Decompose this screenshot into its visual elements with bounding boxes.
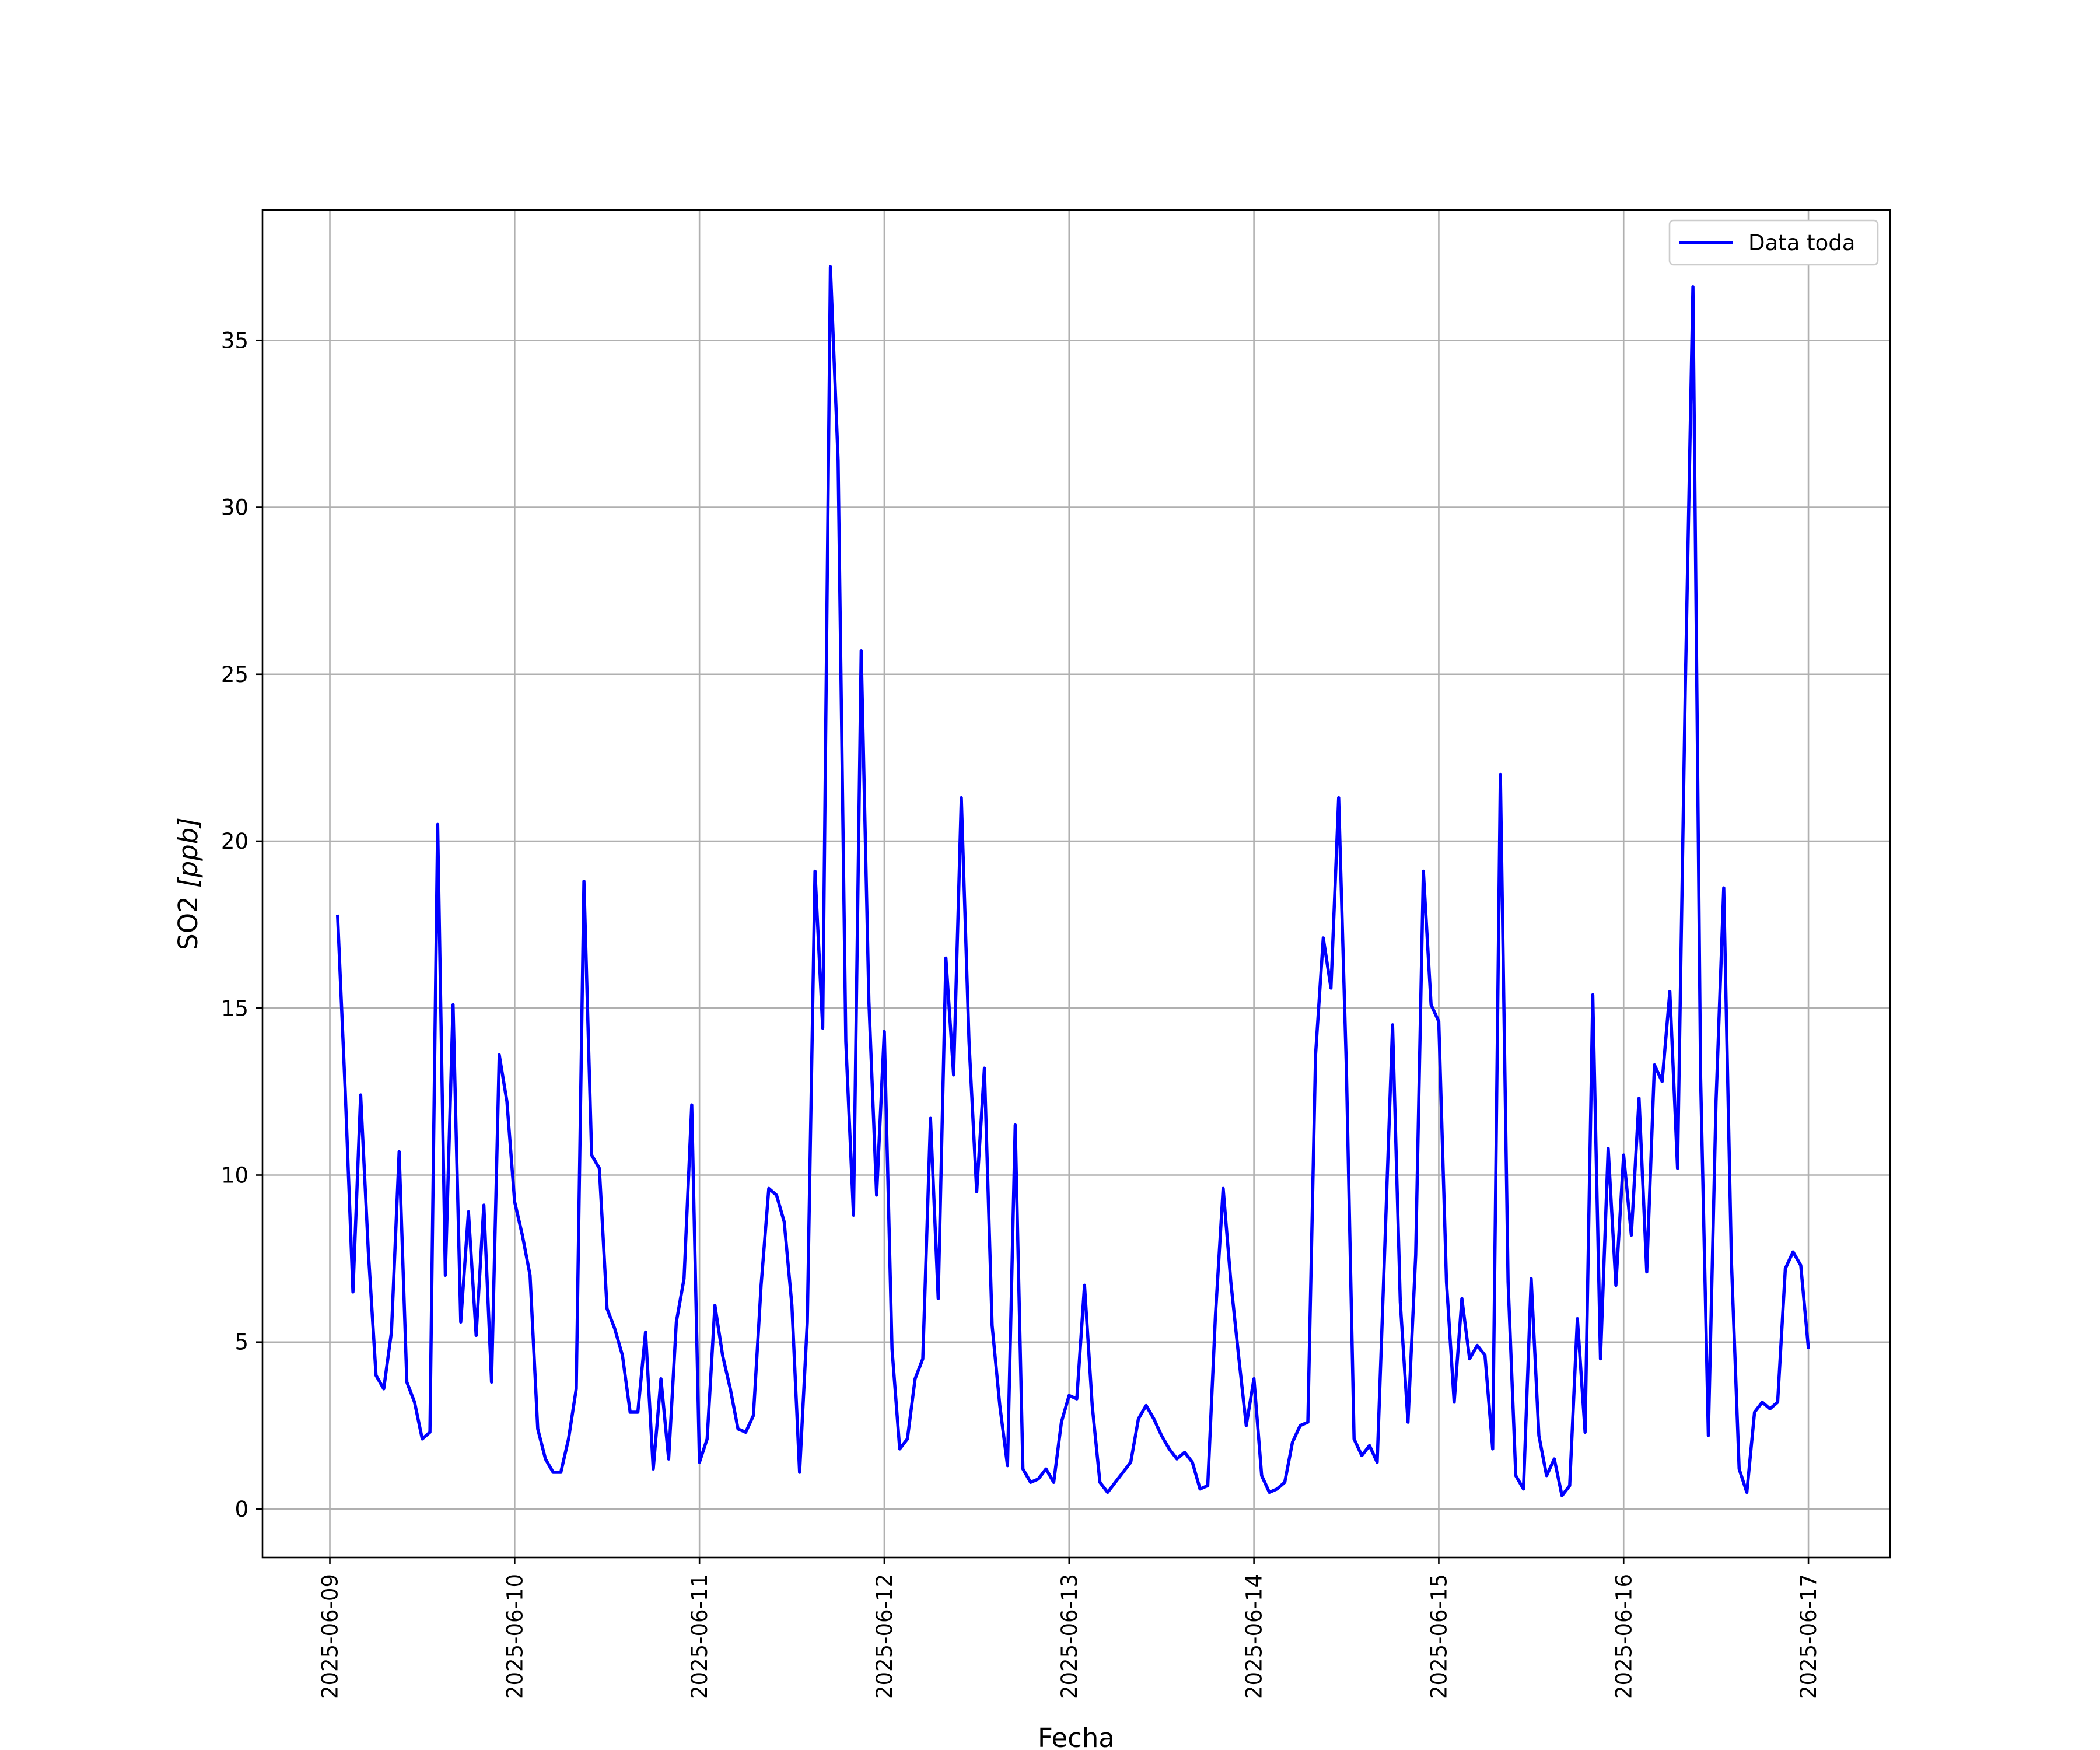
x-tick-label: 2025-06-16 [1611, 1574, 1636, 1699]
x-tick-label: 2025-06-14 [1242, 1574, 1267, 1699]
legend-label-data-toda: Data toda [1748, 230, 1855, 256]
series-layer [335, 265, 1810, 1497]
y-tick-label: 0 [235, 1497, 249, 1522]
y-tick-label: 15 [221, 996, 249, 1021]
plot-frame [261, 209, 1891, 1559]
grid-lines [262, 210, 1890, 1558]
x-tick-label: 2025-06-11 [687, 1574, 712, 1699]
y-tick-label: 10 [221, 1163, 249, 1188]
y-axis-label-unit: [ppb] [173, 817, 204, 888]
x-tick-label: 2025-06-10 [502, 1574, 527, 1699]
y-tick-label: 5 [235, 1330, 249, 1355]
x-tick-label: 2025-06-09 [318, 1574, 343, 1699]
x-axis-ticks: 2025-06-09 2025-06-10 2025-06-11 2025-06-12… [318, 1558, 1821, 1699]
series-line-data-toda [335, 265, 1810, 1497]
y-axis-label-quantity: SO2 [173, 888, 204, 950]
y-axis-label: SO2 [ppb] [173, 817, 204, 950]
x-tick-label: 2025-06-17 [1796, 1574, 1821, 1699]
y-axis-ticks: 0 5 10 15 20 25 30 35 [221, 328, 262, 1522]
y-tick-label: 25 [221, 662, 249, 687]
x-tick-label: 2025-06-15 [1426, 1574, 1451, 1699]
y-tick-label: 30 [221, 495, 249, 520]
x-tick-label: 2025-06-12 [872, 1574, 897, 1699]
legend-box [1668, 219, 1879, 266]
y-tick-label: 20 [221, 829, 249, 854]
x-tick-label: 2025-06-13 [1057, 1574, 1082, 1699]
x-axis-label: Fecha [1038, 1723, 1115, 1750]
y-tick-label: 35 [221, 328, 249, 353]
legend: Data toda [1668, 219, 1879, 266]
